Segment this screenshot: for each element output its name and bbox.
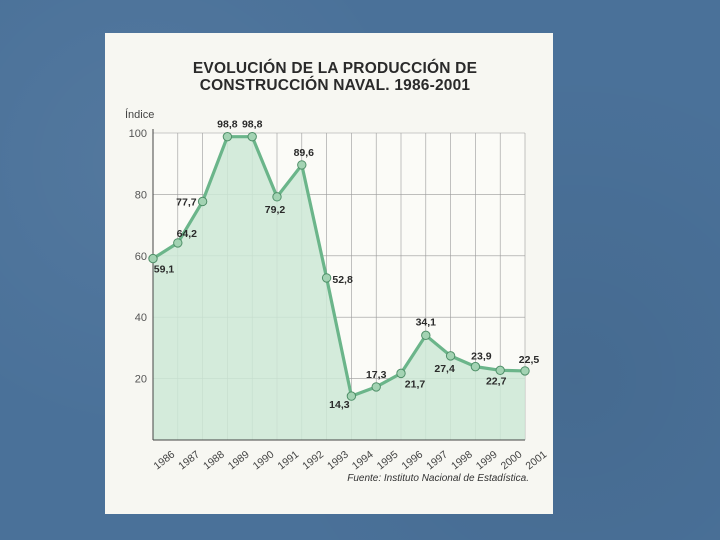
x-tick-label: 1993	[325, 448, 351, 472]
data-label: 98,8	[217, 119, 238, 131]
data-point	[421, 330, 431, 341]
x-tick-label: 2001	[523, 448, 549, 472]
data-point	[247, 131, 257, 142]
y-tick-label: 100	[129, 128, 147, 140]
x-tick-label: 1989	[226, 448, 252, 472]
data-label: 77,7	[176, 196, 197, 208]
x-tick-label: 1988	[201, 448, 227, 472]
data-label: 89,6	[294, 147, 315, 159]
x-tick-label: 1996	[399, 448, 425, 472]
data-point	[520, 366, 530, 376]
x-tick-label: 1994	[350, 448, 376, 472]
data-point	[346, 391, 357, 401]
data-label: 52,8	[332, 274, 353, 286]
data-point	[173, 238, 183, 248]
data-point	[197, 196, 208, 207]
x-tick-label: 1997	[424, 448, 450, 472]
chart-title: EVOLUCIÓN DE LA PRODUCCIÓN DE CONSTRUCCI…	[165, 60, 505, 94]
data-point	[321, 273, 332, 283]
data-point	[495, 365, 505, 376]
data-point	[222, 131, 233, 142]
data-point	[371, 382, 381, 392]
data-label: 59,1	[154, 264, 175, 276]
x-tick-label: 1986	[151, 448, 177, 472]
data-label: 23,9	[471, 351, 492, 363]
x-tick-label: 1990	[251, 448, 277, 472]
data-point	[148, 253, 158, 264]
data-label: 21,7	[405, 378, 426, 390]
y-tick-label: 80	[135, 189, 147, 201]
data-label: 22,7	[486, 375, 507, 387]
data-point	[396, 368, 406, 379]
data-point	[470, 361, 481, 372]
x-tick-label: 1995	[375, 448, 401, 472]
data-label: 14,3	[329, 399, 350, 411]
data-label: 17,3	[366, 369, 387, 381]
x-tick-label: 2000	[499, 448, 525, 472]
chart-line	[152, 135, 526, 398]
data-point	[272, 192, 282, 202]
x-tick-label: 1999	[474, 448, 500, 472]
y-axis-label: Índice	[125, 108, 154, 121]
y-tick-label: 20	[135, 374, 147, 386]
data-label: 64,2	[177, 228, 198, 240]
data-label: 34,1	[416, 316, 437, 328]
chart-area	[153, 136, 525, 440]
chart-title-line: EVOLUCIÓN DE LA PRODUCCIÓN DE	[192, 60, 478, 77]
chart-title-line: CONSTRUCCIÓN NAVAL. 1986-2001	[199, 77, 471, 94]
data-label: 22,5	[519, 354, 540, 366]
data-point	[297, 160, 307, 170]
source-note: Fuente: Instituto Nacional de Estadístic…	[347, 473, 529, 484]
data-point	[445, 351, 456, 361]
x-tick-label: 1992	[300, 448, 326, 472]
x-tick-label: 1991	[275, 448, 301, 472]
data-label: 98,8	[242, 119, 263, 131]
x-tick-label: 1998	[449, 448, 475, 472]
data-label: 79,2	[265, 204, 286, 216]
slide-figure: 20 40 60 80 100 1986 1987 1988 1989 1990 1991 1992 1…	[105, 33, 553, 514]
y-tick-label: 60	[135, 251, 147, 263]
data-label: 27,4	[434, 363, 455, 375]
x-tick-label: 1987	[176, 448, 202, 472]
y-tick-label: 40	[135, 312, 147, 324]
